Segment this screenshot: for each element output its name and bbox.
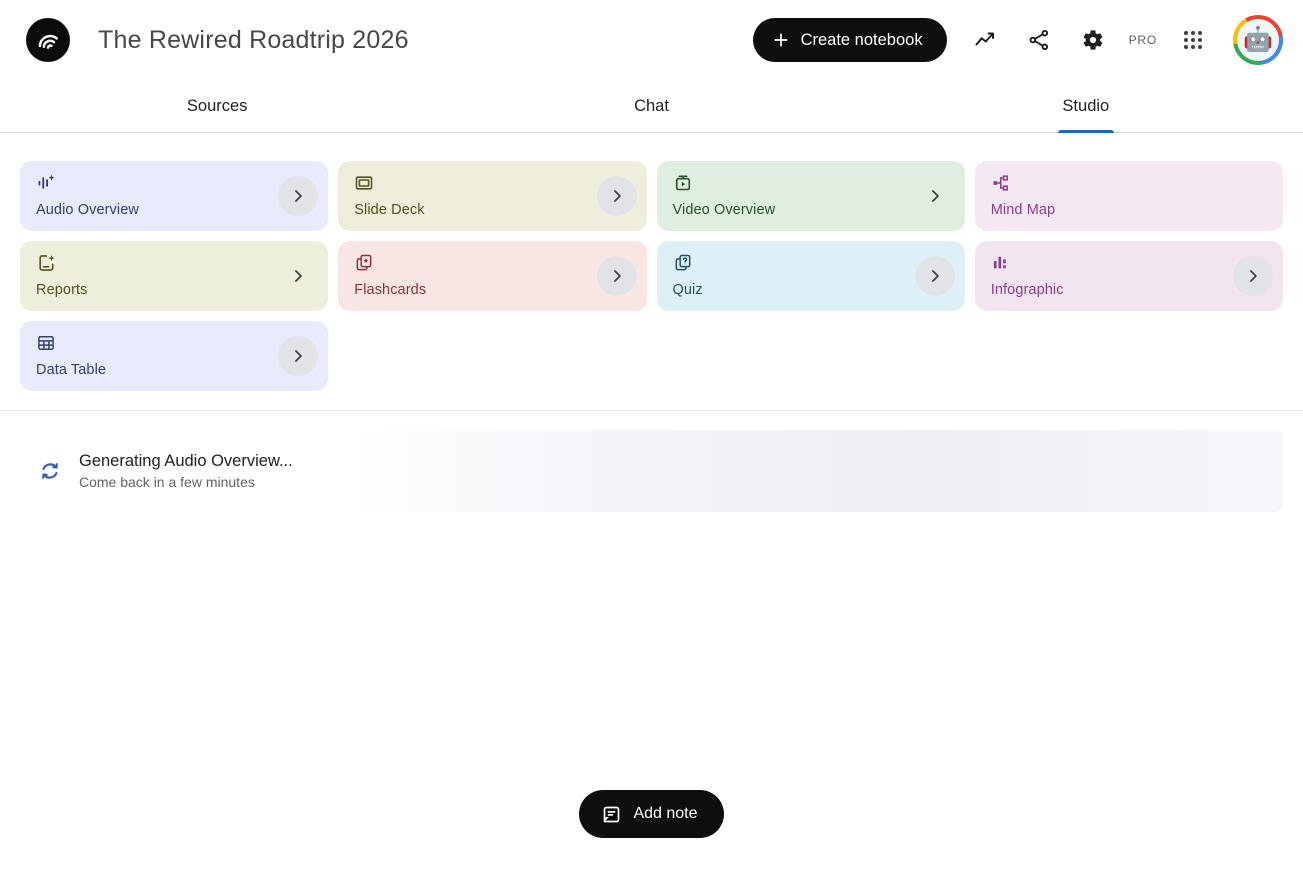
studio-card-video-overview[interactable]: Video Overview — [656, 161, 965, 231]
quiz-cards-icon — [673, 253, 693, 273]
chevron-right-button[interactable] — [278, 336, 319, 376]
chevron-right-button[interactable] — [278, 176, 319, 216]
share-button[interactable] — [1015, 16, 1063, 64]
bar-chart-icon — [991, 253, 1011, 273]
chevron-right-button[interactable] — [278, 256, 318, 296]
data-table-icon — [36, 333, 56, 353]
chevron-right-icon — [607, 266, 627, 286]
card-label: Data Table — [36, 362, 107, 378]
share-icon — [1027, 28, 1051, 52]
mind-map-icon — [991, 173, 1011, 193]
apps-grid-icon — [1181, 28, 1205, 52]
tab-label: Chat — [634, 96, 669, 115]
chevron-right-icon — [925, 266, 945, 286]
studio-card-slide-deck[interactable]: Slide Deck — [338, 161, 647, 231]
card-label: Quiz — [672, 282, 703, 298]
card-label: Video Overview — [672, 202, 776, 218]
slide-frame-icon — [354, 173, 374, 193]
add-note-button[interactable]: Add note — [579, 790, 724, 838]
audio-waveform-sparkle-icon — [36, 173, 56, 193]
notebook-title[interactable]: The Rewired Roadtrip 2026 — [98, 25, 409, 54]
generating-subtitle: Come back in a few minutes — [79, 474, 255, 490]
report-sparkle-icon — [36, 253, 56, 273]
generating-title: Generating Audio Overview... — [79, 452, 293, 470]
chevron-right-button[interactable] — [915, 176, 955, 216]
chevron-right-icon — [607, 186, 627, 206]
chevron-right-button[interactable] — [1233, 256, 1273, 296]
tab-bar: Sources Chat Studio — [0, 80, 1303, 133]
tab-sources[interactable]: Sources — [0, 80, 434, 132]
chevron-right-icon — [925, 186, 945, 206]
app-header: The Rewired Roadtrip 2026 Create noteboo… — [0, 0, 1303, 80]
analytics-button[interactable] — [961, 16, 1009, 64]
analytics-icon — [973, 28, 997, 52]
card-label: Audio Overview — [36, 202, 139, 218]
studio-card-reports[interactable]: Reports — [20, 241, 329, 311]
studio-card-audio-overview[interactable]: Audio Overview — [20, 161, 329, 231]
chevron-right-icon — [288, 186, 308, 206]
tab-studio[interactable]: Studio — [869, 80, 1303, 133]
add-note-container: Add note — [0, 790, 1303, 838]
generating-text-block: Generating Audio Overview... Come back i… — [79, 452, 293, 490]
add-note-label: Add note — [633, 805, 698, 822]
chevron-right-button[interactable] — [596, 256, 637, 296]
studio-card-data-table[interactable]: Data Table — [20, 321, 329, 391]
chevron-right-button[interactable] — [596, 176, 637, 216]
section-divider — [0, 410, 1303, 411]
generating-status-row: Generating Audio Overview... Come back i… — [20, 430, 1283, 512]
card-label: Slide Deck — [354, 202, 425, 218]
video-clapper-icon — [673, 173, 693, 193]
studio-card-mind-map[interactable]: Mind Map — [974, 161, 1283, 231]
create-notebook-button[interactable]: Create notebook — [752, 18, 947, 62]
tab-label: Studio — [1062, 96, 1110, 115]
flashcards-star-icon — [354, 253, 374, 273]
tab-label: Sources — [186, 96, 248, 115]
settings-button[interactable] — [1069, 16, 1117, 64]
pro-badge: PRO — [1128, 33, 1157, 47]
avatar-image: 🤖 — [1237, 19, 1279, 61]
plus-icon — [771, 30, 791, 50]
notebooklm-logo-icon[interactable] — [26, 18, 70, 62]
card-label: Flashcards — [354, 282, 427, 298]
chevron-right-icon — [288, 266, 308, 286]
studio-card-flashcards[interactable]: Flashcards — [338, 241, 647, 311]
sync-spinner-icon — [42, 463, 58, 479]
card-label: Mind Map — [990, 202, 1056, 218]
header-actions: PRO 🤖 — [961, 15, 1283, 65]
active-tab-underline — [1057, 130, 1114, 133]
studio-card-grid: Audio Overview Slide Deck Video Overview — [20, 161, 1283, 391]
chevron-right-icon — [1243, 266, 1263, 286]
gear-icon — [1081, 28, 1105, 52]
note-icon — [601, 804, 622, 825]
studio-card-infographic[interactable]: Infographic — [974, 241, 1283, 311]
studio-card-quiz[interactable]: Quiz — [656, 241, 965, 311]
card-label: Reports — [36, 282, 88, 298]
card-label: Infographic — [990, 282, 1064, 298]
chevron-right-button[interactable] — [914, 256, 955, 296]
apps-grid-button[interactable] — [1169, 16, 1217, 64]
tab-chat[interactable]: Chat — [434, 80, 868, 132]
chevron-right-icon — [288, 346, 308, 366]
avatar[interactable]: 🤖 — [1233, 15, 1283, 65]
create-notebook-label: Create notebook — [800, 30, 923, 49]
